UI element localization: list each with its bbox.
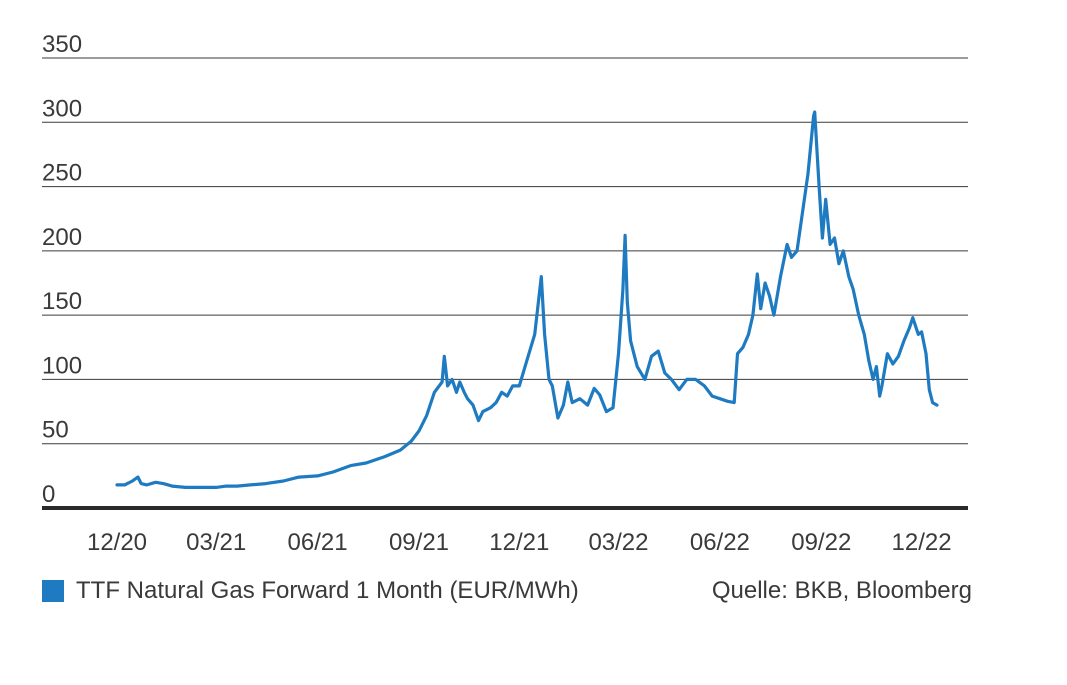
x-tick-label-03-22: 03/22 [588,529,648,556]
x-tick-label-12-20: 12/20 [87,529,147,556]
legend-swatch [42,580,64,602]
x-tick-label-09-22: 09/22 [791,529,851,556]
x-tick-label-06-22: 06/22 [690,529,750,556]
y-axis-ticks: 0 50 100 150 200 250 300 350 [42,31,82,508]
x-axis-ticks: 12/20 03/21 06/21 09/21 12/21 03/22 06/22 09/22… [87,529,952,556]
x-tick-label-09-21: 09/21 [389,529,449,556]
legend: TTF Natural Gas Forward 1 Month (EUR/MWh… [42,574,972,608]
legend-label: TTF Natural Gas Forward 1 Month (EUR/MWh… [76,577,579,604]
x-tick-label-12-21: 12/21 [489,529,549,556]
y-tick-label-250: 250 [42,160,82,187]
y-tick-label-200: 200 [42,224,82,251]
series-line-0 [115,110,939,489]
grid-lines [42,57,968,445]
x-tick-label-12-22: 12/22 [892,529,952,556]
x-tick-label-06-21: 06/21 [288,529,348,556]
source-note: Quelle: BKB, Bloomberg [711,577,972,604]
y-tick-label-100: 100 [42,352,82,379]
y-tick-label-50: 50 [42,417,69,444]
y-tick-label-350: 350 [42,31,82,58]
y-tick-label-300: 300 [42,95,82,122]
y-tick-label-0: 0 [42,481,55,508]
series-layer [115,110,939,489]
y-tick-label-150: 150 [42,288,82,315]
x-tick-label-03-21: 03/21 [186,529,246,556]
